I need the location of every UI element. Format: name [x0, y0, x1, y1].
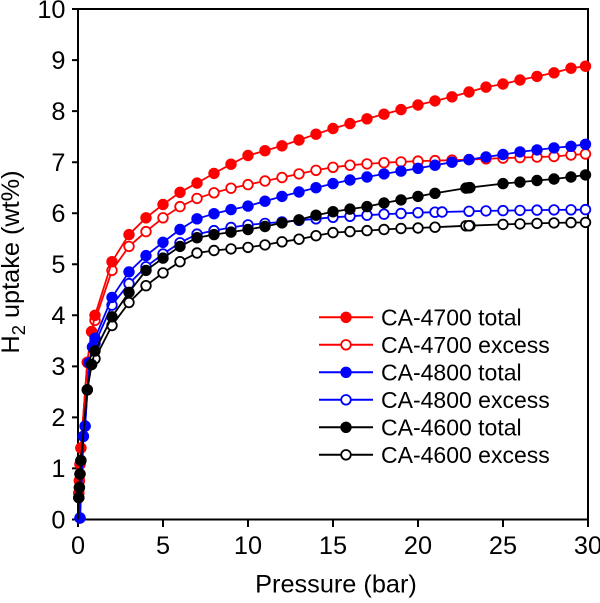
svg-text:9: 9 — [51, 47, 65, 75]
svg-text:6: 6 — [51, 200, 65, 228]
svg-text:CA-4600 total: CA-4600 total — [381, 414, 522, 440]
svg-text:20: 20 — [404, 532, 432, 560]
svg-text:H2 uptake (wt%): H2 uptake (wt%) — [0, 170, 29, 353]
svg-text:25: 25 — [489, 532, 517, 560]
svg-text:15: 15 — [319, 532, 347, 560]
svg-text:CA-4700 total: CA-4700 total — [381, 304, 522, 330]
svg-text:3: 3 — [51, 353, 65, 381]
svg-text:8: 8 — [51, 98, 65, 126]
svg-text:7: 7 — [51, 149, 65, 177]
svg-text:CA-4700 excess: CA-4700 excess — [381, 332, 550, 358]
svg-text:5: 5 — [51, 251, 65, 279]
svg-text:30: 30 — [574, 532, 600, 560]
svg-text:2: 2 — [51, 404, 65, 432]
svg-text:CA-4800 total: CA-4800 total — [381, 359, 522, 385]
svg-text:1: 1 — [51, 455, 65, 483]
svg-text:CA-4800 excess: CA-4800 excess — [381, 387, 550, 413]
svg-text:10: 10 — [234, 532, 262, 560]
svg-text:10: 10 — [37, 0, 65, 24]
svg-text:Pressure (bar): Pressure (bar) — [255, 570, 417, 598]
svg-text:0: 0 — [51, 506, 65, 534]
svg-text:0: 0 — [71, 532, 85, 560]
svg-text:5: 5 — [156, 532, 170, 560]
svg-text:4: 4 — [51, 302, 65, 330]
svg-text:CA-4600 excess: CA-4600 excess — [381, 442, 550, 468]
